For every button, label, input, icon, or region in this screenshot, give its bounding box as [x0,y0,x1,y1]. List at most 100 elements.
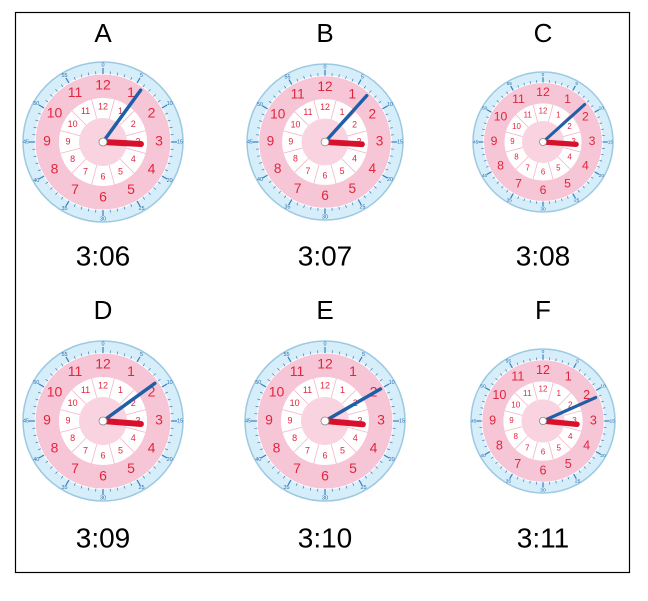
hour-number: 4 [582,159,589,173]
inner-hour-number: 9 [288,136,293,146]
hour-number: 6 [321,468,329,484]
minute-number: 25 [360,204,366,210]
hour-number: 7 [293,460,301,476]
inner-hour-number: 4 [568,432,573,441]
inner-hour-number: 7 [83,446,88,456]
hour-number: 9 [43,412,51,428]
inner-hour-number: 11 [523,389,532,398]
minute-number: 15 [399,418,405,424]
inner-hour-number: 2 [131,119,136,129]
hand-pivot [321,138,329,146]
hour-number: 6 [539,464,546,478]
hour-number: 4 [148,440,156,456]
hour-number: 8 [274,161,282,176]
minute-number: 35 [284,204,290,210]
hour-number: 7 [71,460,79,476]
inner-hour-number: 9 [65,136,70,146]
clock: 0510152025303540455055121234567891011121… [245,341,405,501]
minute-number: 40 [257,177,263,183]
inner-hour-number: 12 [539,106,548,115]
hour-number: 9 [267,134,275,149]
hour-number: 6 [99,189,107,205]
hour-number: 3 [155,133,163,149]
hour-number: 6 [321,188,329,203]
inner-hour-number: 5 [118,446,123,456]
minute-number: 40 [482,173,488,179]
inner-hour-number: 7 [526,164,530,173]
minute-number: 0 [324,64,327,70]
hour-number: 6 [540,183,547,197]
minute-number: 25 [360,485,366,491]
inner-hour-number: 5 [340,166,345,176]
minute-number: 30 [540,207,546,213]
inner-hour-number: 10 [68,398,78,408]
minute-number: 45 [23,418,29,424]
minute-number: 20 [167,178,173,184]
inner-hour-number: 10 [290,398,300,408]
hour-number: 2 [148,105,156,121]
hour-number: 7 [515,177,522,191]
minute-number: 10 [167,101,173,107]
hour-number: 9 [265,412,273,428]
inner-hour-number: 6 [541,448,546,457]
inner-hour-number: 9 [287,415,292,425]
minute-number: 45 [471,418,477,424]
hour-number: 5 [349,460,357,476]
hour-number: 5 [565,457,572,471]
minute-number: 40 [255,457,261,463]
minute-number: 10 [600,384,606,390]
inner-hour-number: 10 [68,119,78,129]
hour-number: 5 [127,181,135,197]
inner-hour-number: 1 [340,385,345,395]
minute-number: 35 [507,198,513,204]
inner-hour-number: 11 [81,106,90,116]
minute-number: 0 [323,341,326,347]
inner-hour-number: 12 [98,101,108,111]
hour-number: 9 [491,134,498,148]
minute-number: 5 [361,74,364,80]
hour-number: 5 [349,181,357,196]
hour-number: 5 [127,460,135,476]
minute-number: 30 [540,488,546,494]
inner-hour-number: 9 [510,137,514,146]
inner-hour-number: 4 [567,152,572,161]
hour-number: 10 [494,110,508,124]
inner-hour-number: 9 [509,416,514,425]
inner-hour-number: 12 [98,380,108,390]
inner-hour-number: 8 [70,433,75,443]
hour-number: 11 [290,363,305,379]
panel-letter: B [316,18,333,48]
minute-number: 55 [61,73,67,79]
hour-number: 2 [368,106,376,121]
hour-number: 8 [496,439,503,453]
inner-hour-number: 11 [303,107,312,117]
minute-number: 10 [599,106,605,112]
hand-pivot [99,417,107,425]
hour-number: 6 [99,468,107,484]
inner-hour-number: 12 [320,380,330,390]
hour-number: 8 [497,159,504,173]
hour-number: 2 [582,110,589,124]
hour-number: 11 [291,86,305,101]
minute-number: 25 [138,206,144,212]
minute-number: 35 [506,478,512,484]
inner-hour-number: 4 [353,433,358,443]
inner-hour-number: 11 [303,385,312,395]
inner-hour-number: 6 [100,450,105,460]
minute-number: 25 [138,485,144,491]
hour-number: 3 [155,412,163,428]
hour-hand [543,142,576,144]
hour-number: 4 [368,161,376,176]
hand-pivot [539,417,546,424]
hour-number: 11 [68,363,83,379]
hour-number: 12 [317,356,333,372]
hour-number: 1 [349,363,357,379]
inner-hour-number: 1 [118,385,123,395]
minute-number: 45 [23,139,29,145]
hour-number: 1 [127,363,135,379]
hour-number: 12 [317,79,332,94]
hour-number: 1 [349,86,357,101]
minute-number: 15 [177,418,183,424]
minute-number: 55 [61,352,67,358]
